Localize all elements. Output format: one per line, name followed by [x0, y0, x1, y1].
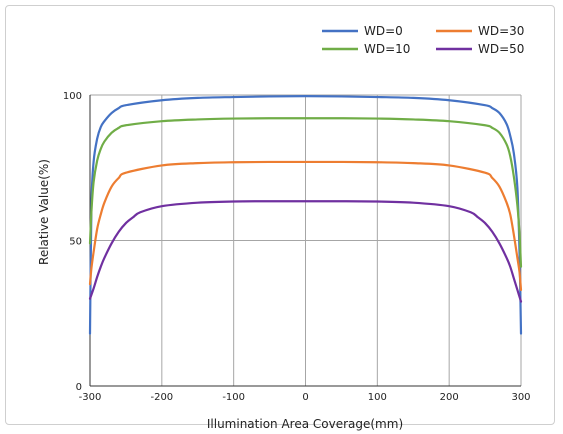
x-tick-label: 200: [440, 392, 459, 403]
chart-frame: [5, 5, 555, 425]
x-tick-label: 0: [302, 392, 308, 403]
legend-label-wd-30: WD=30: [478, 24, 524, 38]
series-lines: [88, 95, 523, 335]
x-tick-label: -200: [150, 392, 173, 403]
legend: WD=0 WD=10 WD=30 WD=50: [322, 24, 524, 56]
series-line-wd-30: [88, 160, 523, 292]
series-line-wd-50: [88, 200, 523, 303]
x-tick-label: -100: [222, 392, 245, 403]
y-tick-label: 0: [76, 382, 82, 393]
y-axis-label: Relative Value(%): [37, 159, 51, 265]
x-tick-label: 100: [368, 392, 387, 403]
y-tick-label: 50: [69, 237, 82, 248]
series-line-wd-0: [88, 95, 523, 335]
series-line-wd-10: [88, 117, 523, 268]
tick-labels: -300 -200 -100 0 100 200 300 0 50 100: [63, 91, 531, 403]
legend-label-wd-10: WD=10: [364, 42, 410, 56]
x-tick-label: 300: [511, 392, 530, 403]
legend-label-wd-0: WD=0: [364, 24, 403, 38]
grid-lines: [89, 94, 522, 386]
x-axis-label: Illumination Area Coverage(mm): [207, 417, 403, 431]
x-tick-label: -300: [79, 392, 102, 403]
y-tick-label: 100: [63, 91, 82, 102]
legend-label-wd-50: WD=50: [478, 42, 524, 56]
